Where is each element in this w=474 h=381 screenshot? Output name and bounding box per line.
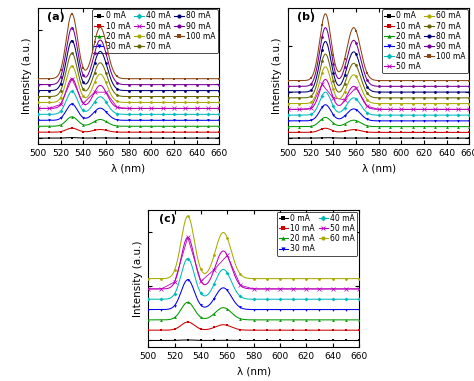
Y-axis label: Intensity (a.u.): Intensity (a.u.) xyxy=(22,38,32,114)
Text: (a): (a) xyxy=(47,12,65,22)
Y-axis label: Intensity (a.u.): Intensity (a.u.) xyxy=(133,240,143,317)
Legend: 0 mA, 10 mA, 20 mA, 30 mA, 40 mA, 50 mA, 60 mA, 70 mA, 80 mA, 90 mA, 100 mA: 0 mA, 10 mA, 20 mA, 30 mA, 40 mA, 50 mA,… xyxy=(92,9,218,53)
X-axis label: λ (nm): λ (nm) xyxy=(362,164,396,174)
Legend: 0 mA, 10 mA, 20 mA, 30 mA, 40 mA, 50 mA, 60 mA, 70 mA, 80 mA, 90 mA, 100 mA: 0 mA, 10 mA, 20 mA, 30 mA, 40 mA, 50 mA,… xyxy=(382,9,468,74)
X-axis label: λ (nm): λ (nm) xyxy=(237,366,271,376)
Text: (b): (b) xyxy=(297,12,315,22)
Y-axis label: Intensity (a.u.): Intensity (a.u.) xyxy=(273,38,283,114)
Text: (c): (c) xyxy=(159,214,176,224)
X-axis label: λ (nm): λ (nm) xyxy=(111,164,146,174)
Legend: 0 mA, 10 mA, 20 mA, 30 mA, 40 mA, 50 mA, 60 mA: 0 mA, 10 mA, 20 mA, 30 mA, 40 mA, 50 mA,… xyxy=(276,211,357,256)
